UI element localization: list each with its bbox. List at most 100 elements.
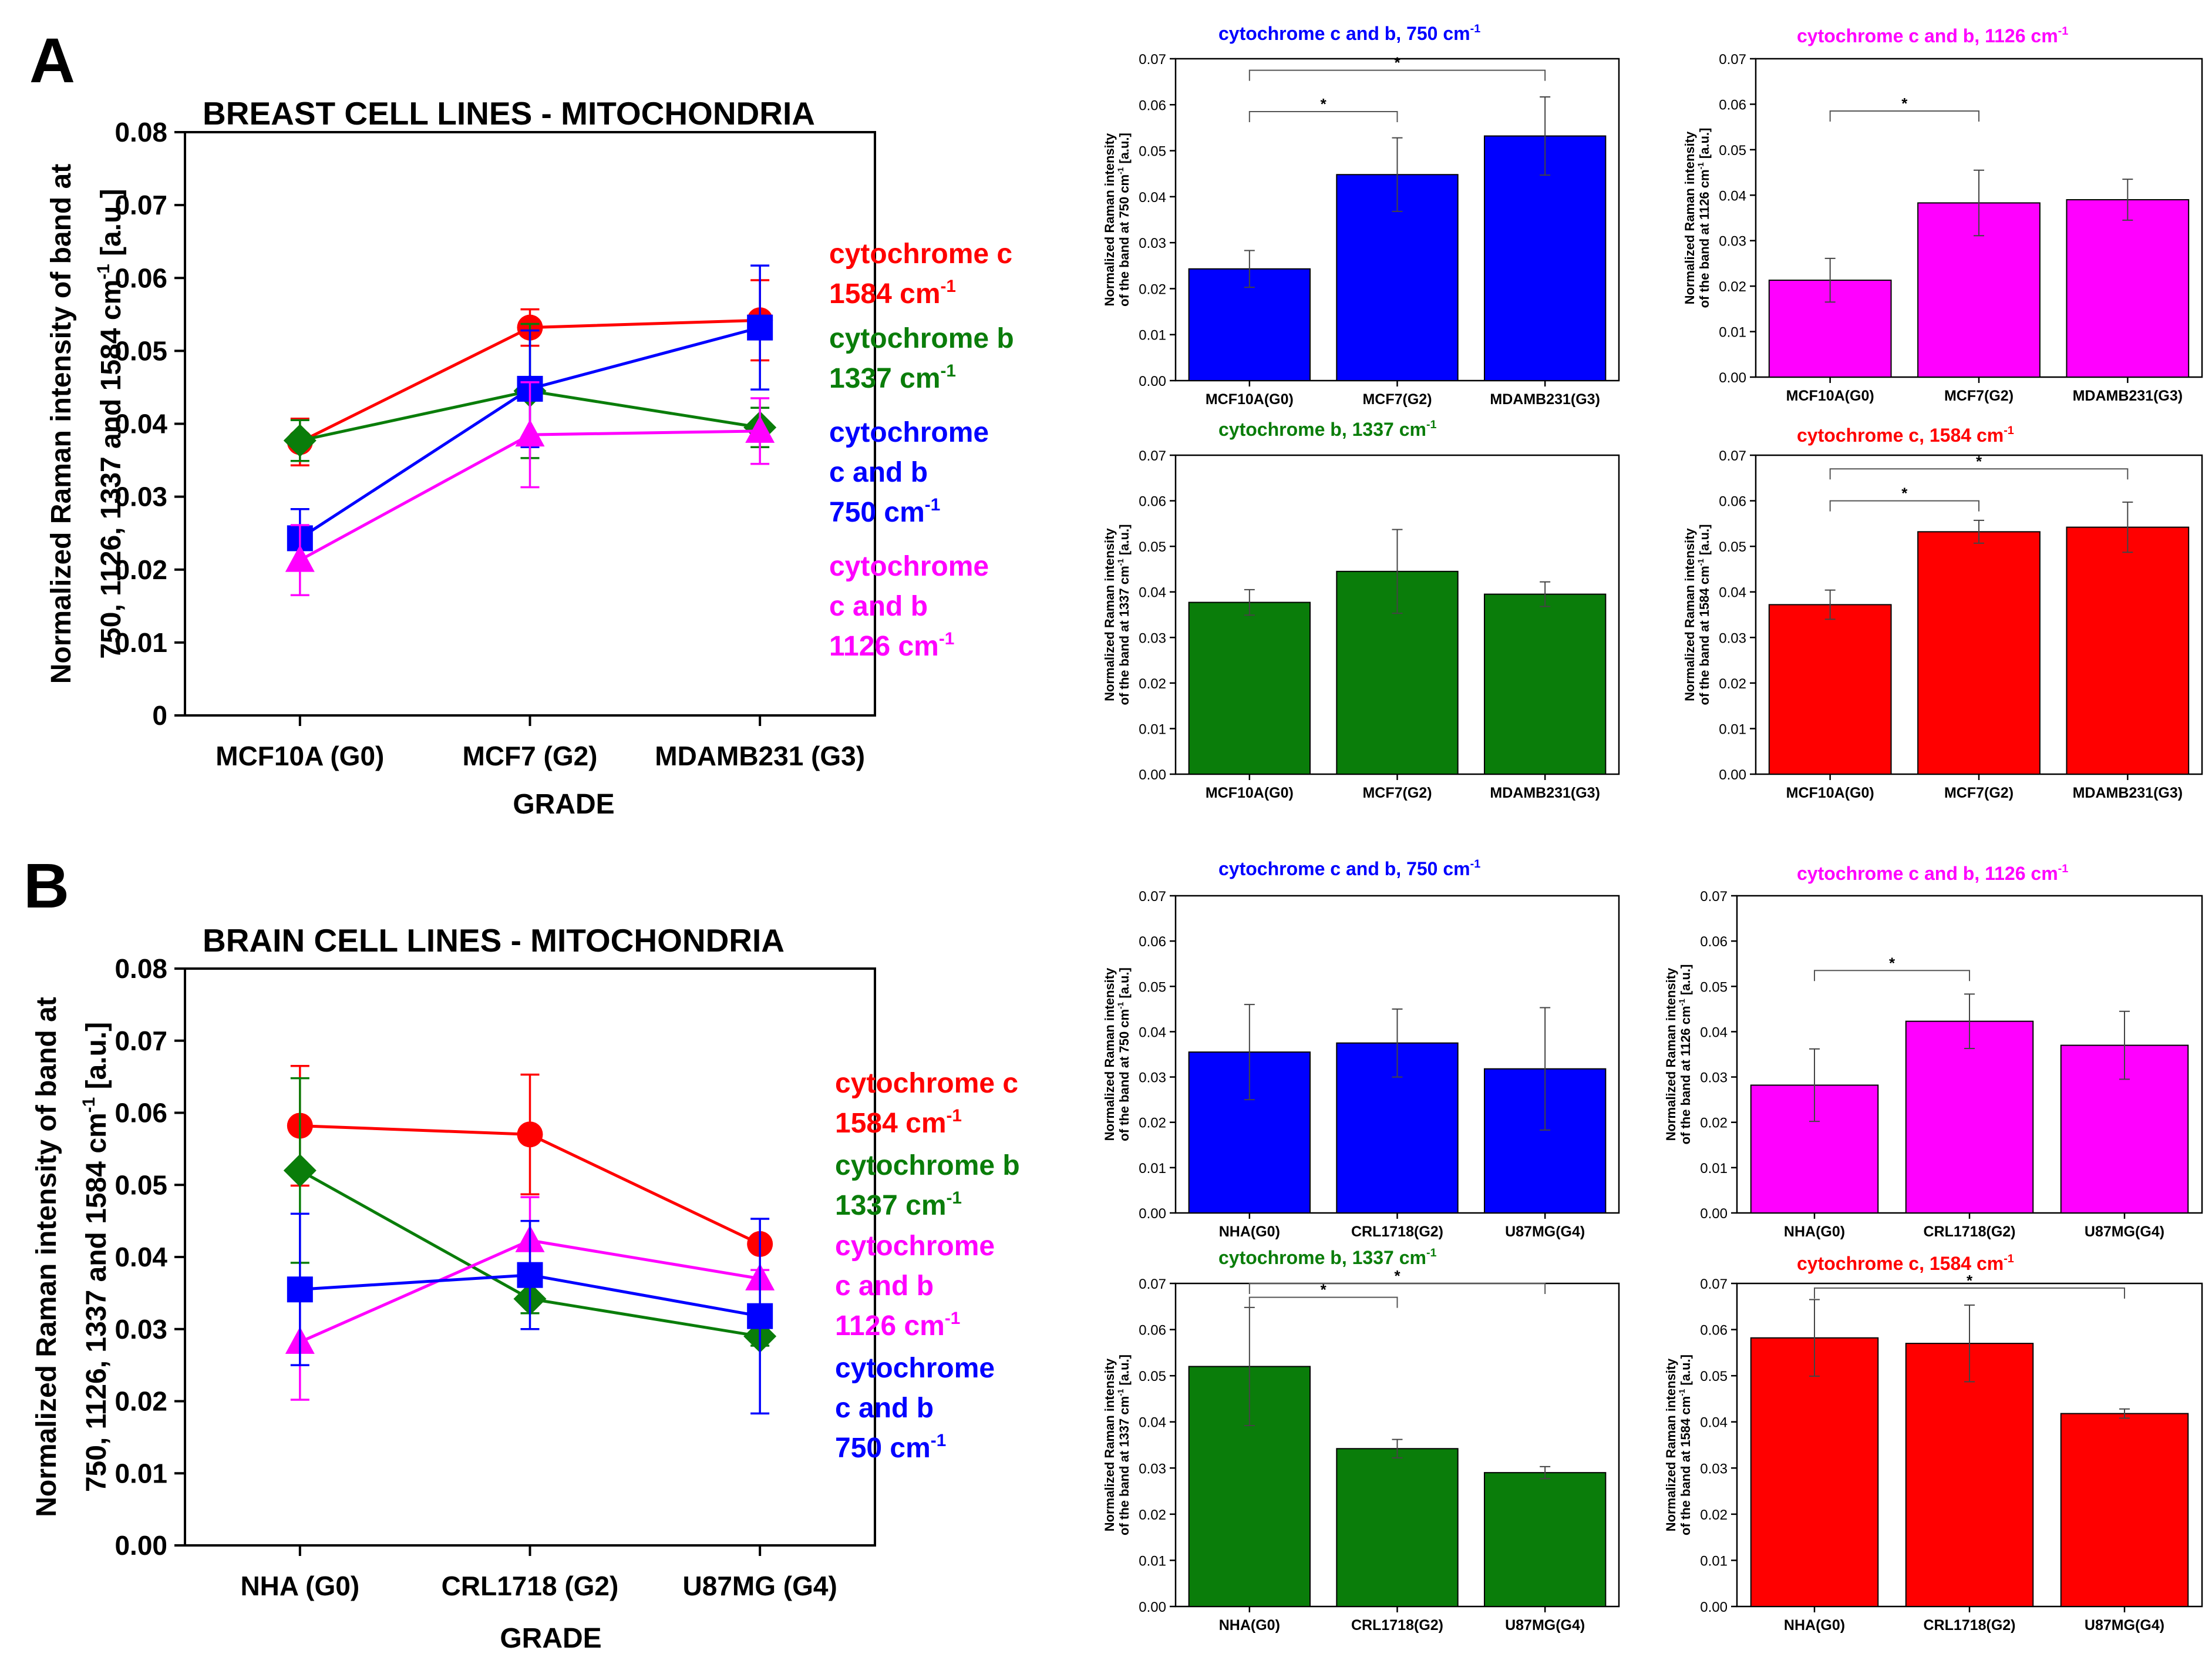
data-point xyxy=(283,424,317,458)
significance-bracket xyxy=(1248,1283,1546,1294)
y-tick-label: 0.07 xyxy=(1719,448,1746,464)
y-tick-label: 0.06 xyxy=(1139,98,1166,113)
data-point xyxy=(747,314,773,341)
series-label-cb1126: c and b xyxy=(835,1271,934,1302)
x-tick-label: MDAMB231(G3) xyxy=(2073,388,2183,404)
y-tick-label: 0.06 xyxy=(1719,97,1746,113)
y-tick-label: 0.01 xyxy=(1700,1553,1728,1569)
y-tick-label: 0.05 xyxy=(1700,1369,1728,1384)
x-tick-label: CRL1718(G2) xyxy=(1351,1224,1443,1240)
x-tick-label: U87MG(G4) xyxy=(2085,1224,2164,1240)
bar xyxy=(1750,1337,1879,1608)
y-tick-label: 0.05 xyxy=(115,1169,167,1200)
chart-title: BREAST CELL LINES - MITOCHONDRIA xyxy=(203,95,815,132)
x-tick-label: CRL1718(G2) xyxy=(1924,1224,2016,1240)
y-tick-label: 0.03 xyxy=(1139,630,1166,646)
x-tick-label: U87MG(G4) xyxy=(1505,1224,1585,1240)
series-label-cb750: cytochrome xyxy=(835,1353,995,1384)
x-tick-label: MCF7 (G2) xyxy=(463,741,598,771)
y-tick-label: 0.00 xyxy=(1139,767,1166,783)
y-tick-label: 0.07 xyxy=(1139,448,1166,464)
y-tick-label: 0.01 xyxy=(1139,328,1166,344)
y-axis-label-line2: of the band at 750 cm-1 [a.u.] xyxy=(1116,967,1132,1141)
y-tick-label: 0.04 xyxy=(1700,1415,1728,1431)
significance-bracket xyxy=(1829,500,1979,512)
bar xyxy=(2066,199,2190,378)
bar xyxy=(1336,1448,1459,1607)
y-tick-label: 0.04 xyxy=(1139,585,1166,601)
y-axis-label-line1: Normalized Raman intensity xyxy=(1102,527,1117,701)
bar xyxy=(1483,135,1607,382)
data-point xyxy=(517,1262,543,1288)
significance-bracket xyxy=(1814,970,1970,982)
y-tick-label: 0.01 xyxy=(1139,1553,1166,1569)
y-tick-label: 0.06 xyxy=(1139,934,1166,950)
y-tick-label: 0.05 xyxy=(1719,143,1746,159)
significance-mark: * xyxy=(1394,54,1400,72)
y-axis-label-line2: of the band at 1337 cm-1 [a.u.] xyxy=(1116,1354,1132,1535)
y-tick-label: 0.03 xyxy=(1719,630,1746,646)
y-tick-label: 0.07 xyxy=(1139,889,1166,905)
x-tick-label: NHA(G0) xyxy=(1219,1617,1280,1634)
y-tick-label: 0.07 xyxy=(1700,889,1728,905)
y-axis-label-line1: Normalized Raman intensity xyxy=(1664,967,1678,1141)
y-tick-label: 0.02 xyxy=(1139,281,1166,297)
series-label-c1584: 1584 cm-1 xyxy=(835,1106,962,1139)
bar xyxy=(2060,1413,2189,1608)
series-label-cb750: c and b xyxy=(829,457,928,488)
chart-title: cytochrome b, 1337 cm-1 xyxy=(1218,1246,1437,1268)
y-axis-label-line1: Normalized Raman intensity xyxy=(1102,1358,1117,1531)
y-tick-label: 0.04 xyxy=(1139,1415,1166,1431)
y-tick-label: 0.06 xyxy=(1700,934,1728,950)
series-label-cb1126: 1126 cm-1 xyxy=(829,629,954,662)
y-tick-label: 0.08 xyxy=(115,117,167,147)
series-label-cb1126: 1126 cm-1 xyxy=(835,1309,960,1342)
bar xyxy=(2066,526,2190,775)
y-tick-label: 0.00 xyxy=(1700,1206,1728,1222)
series-label-cb1126: cytochrome xyxy=(829,551,989,582)
x-tick-label: MDAMB231(G3) xyxy=(1490,785,1600,801)
x-axis-label: GRADE xyxy=(513,789,614,820)
bar-chart-A-750: cytochrome c and b, 750 cm-1 0.00 0.01 0.02… xyxy=(1102,22,1620,408)
y-tick-label: 0.00 xyxy=(1719,767,1746,783)
y-tick-label: 0.01 xyxy=(1139,721,1166,737)
series-label-cb750: c and b xyxy=(835,1393,934,1424)
y-tick-label: 0.02 xyxy=(1139,1115,1166,1131)
x-tick-label: CRL1718(G2) xyxy=(1351,1617,1443,1634)
y-tick-label: 0.01 xyxy=(1719,325,1746,341)
series-label-c1584: cytochrome c xyxy=(829,238,1012,270)
y-tick-label: 0.07 xyxy=(1700,1276,1728,1292)
series-label-cb750: 750 cm-1 xyxy=(829,495,940,528)
y-axis-label-line1: Normalized Raman intensity of band at xyxy=(46,164,77,684)
chart-title: BRAIN CELL LINES - MITOCHONDRIA xyxy=(203,922,785,959)
bar xyxy=(1905,1020,2034,1214)
data-point xyxy=(285,545,315,572)
significance-bracket xyxy=(1248,69,1546,81)
y-tick-label: 0.06 xyxy=(1719,494,1746,510)
bar-chart-A-1126: cytochrome c and b, 1126 cm-1 0.00 0.01 0.0… xyxy=(1682,25,2203,404)
bar xyxy=(1768,604,1892,775)
series-label-c1584: 1584 cm-1 xyxy=(829,277,956,310)
x-tick-label: MCF10A (G0) xyxy=(216,741,384,771)
series-label-b1337: cytochrome b xyxy=(829,323,1014,354)
y-tick-label: 0.00 xyxy=(115,1530,167,1561)
x-tick-label: MCF10A(G0) xyxy=(1786,785,1874,801)
bar-chart-B-750: cytochrome c and b, 750 cm-1 0.00 0.01 0.02… xyxy=(1102,858,1620,1240)
y-tick-label: 0.04 xyxy=(1139,1024,1166,1040)
y-tick-label: 0.04 xyxy=(1719,188,1746,204)
y-tick-label: 0.02 xyxy=(1719,279,1746,295)
y-tick-label: 0.02 xyxy=(1700,1507,1728,1523)
line-chart-B-main: BRAIN CELL LINES - MITOCHONDRIA 0.00 0.01 0… xyxy=(31,922,1020,1654)
series-label-b1337: 1337 cm-1 xyxy=(829,361,956,394)
y-tick-label: 0.04 xyxy=(1719,585,1746,601)
panel-letter-a: A xyxy=(29,25,75,96)
x-tick-label: NHA (G0) xyxy=(240,1571,359,1601)
y-tick-label: 0.03 xyxy=(1700,1461,1728,1477)
y-axis-label-line1: Normalized Raman intensity xyxy=(1682,527,1697,701)
series-label-cb750: 750 cm-1 xyxy=(835,1431,946,1464)
chart-title: cytochrome c, 1584 cm-1 xyxy=(1797,1252,2014,1274)
significance-mark: * xyxy=(1321,95,1327,113)
data-point xyxy=(517,1121,543,1148)
y-tick-label: 0.00 xyxy=(1139,1206,1166,1222)
significance-mark: * xyxy=(1889,954,1895,972)
